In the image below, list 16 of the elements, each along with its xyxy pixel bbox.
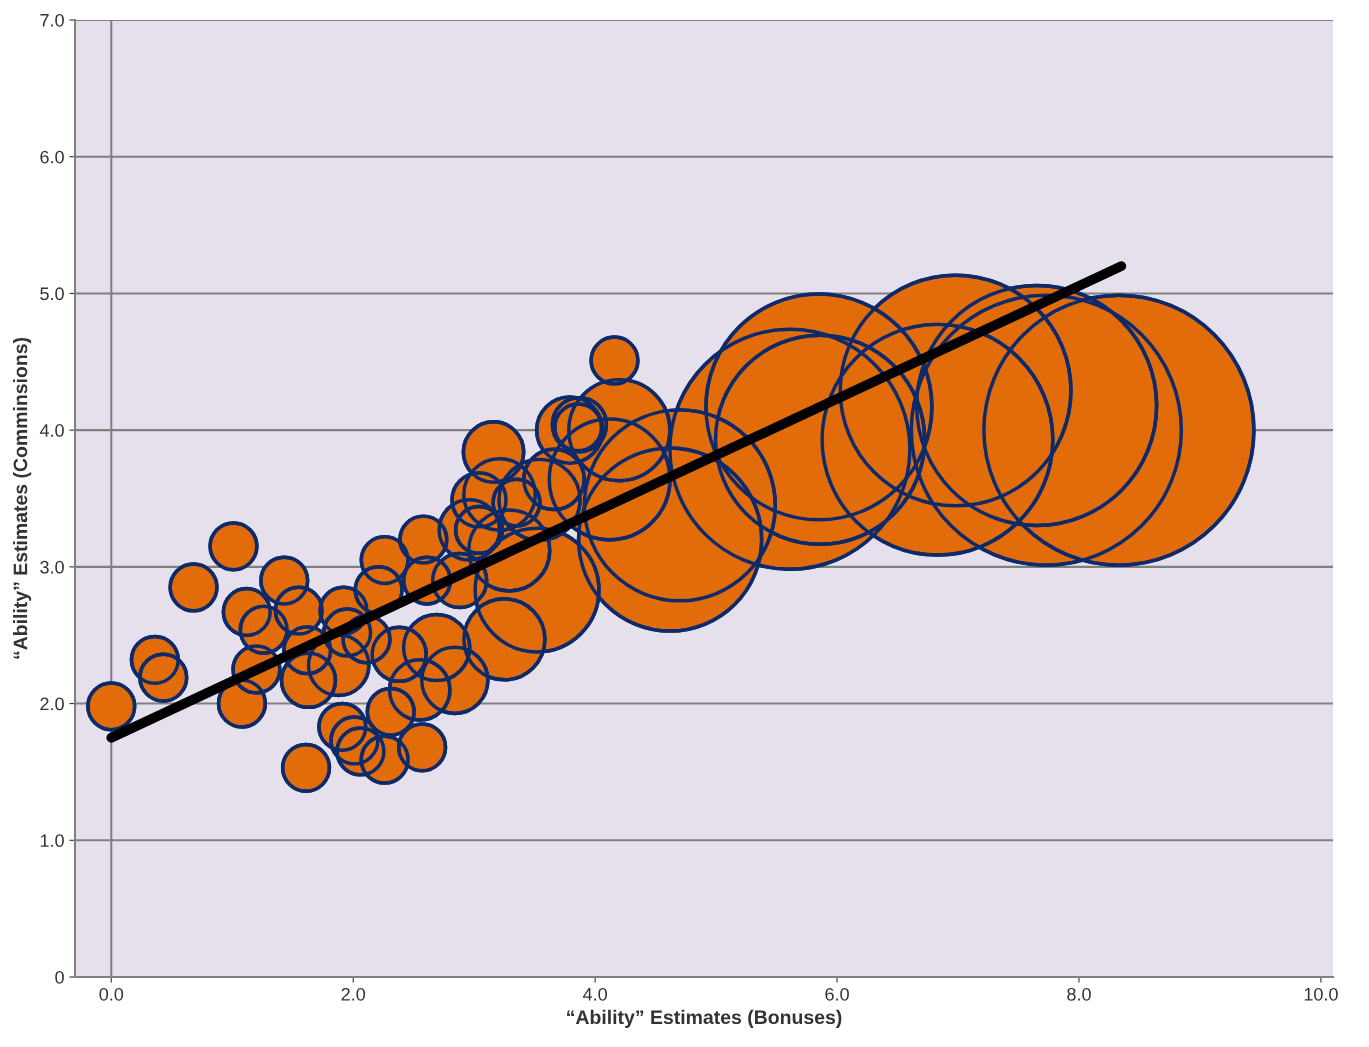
y-tick-label: 2.0 (40, 697, 64, 711)
y-tick-label: 1.0 (40, 834, 64, 848)
x-tick-label: 6.0 (825, 987, 849, 1001)
y-tick-label: 5.0 (40, 287, 64, 301)
y-tick-label: 0 (55, 970, 64, 984)
y-axis-title: “Ability” Estimates (Comminsions) (13, 337, 32, 659)
x-tick-label: 4.0 (583, 987, 607, 1001)
y-tick-label: 3.0 (40, 560, 64, 574)
x-tick-label: 10.0 (1304, 987, 1338, 1001)
x-tick-label: 2.0 (341, 987, 366, 1001)
x-tick-label: 8.0 (1067, 987, 1091, 1001)
x-axis-title: “Ability” Estimates (Bonuses) (567, 1009, 842, 1028)
y-tick-label: 6.0 (40, 150, 64, 164)
x-tick-label: 0.0 (99, 987, 124, 1001)
y-tick-label: 7.0 (40, 13, 64, 27)
y-tick-label: 4.0 (39, 424, 64, 437)
